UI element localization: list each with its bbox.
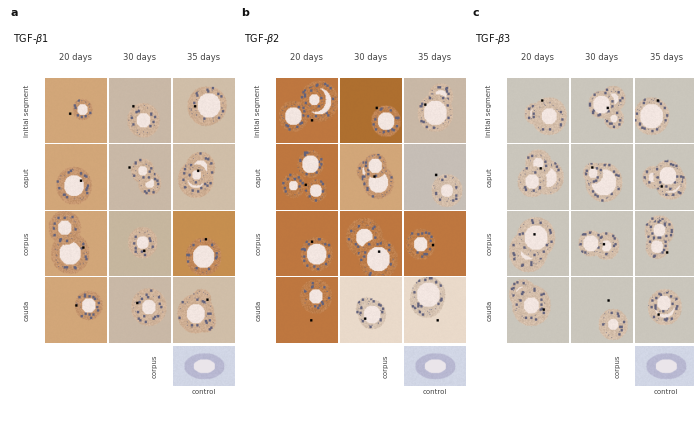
Text: corpus: corpus — [486, 232, 492, 255]
Text: caput: caput — [255, 167, 261, 187]
Text: cauda: cauda — [255, 299, 261, 321]
Text: TGF-$\beta$1: TGF-$\beta$1 — [13, 32, 49, 45]
Text: caput: caput — [24, 167, 30, 187]
Text: a: a — [10, 8, 18, 19]
Text: 30 days: 30 days — [124, 53, 156, 61]
Text: control: control — [192, 389, 216, 395]
Text: initial segment: initial segment — [24, 84, 30, 137]
Text: 35 days: 35 days — [187, 53, 221, 61]
Text: b: b — [242, 8, 249, 19]
Text: corpus: corpus — [383, 354, 389, 378]
Text: TGF-$\beta$2: TGF-$\beta$2 — [244, 32, 280, 45]
Text: control: control — [423, 389, 447, 395]
Text: c: c — [473, 8, 480, 19]
Text: cauda: cauda — [24, 299, 30, 321]
Text: 35 days: 35 days — [650, 53, 683, 61]
Text: corpus: corpus — [255, 232, 261, 255]
Text: 30 days: 30 days — [586, 53, 618, 61]
Text: cauda: cauda — [486, 299, 492, 321]
Text: 35 days: 35 days — [418, 53, 452, 61]
Text: caput: caput — [486, 167, 492, 187]
Text: initial segment: initial segment — [255, 84, 261, 137]
Text: corpus: corpus — [614, 354, 620, 378]
Text: initial segment: initial segment — [486, 84, 492, 137]
Text: 20 days: 20 days — [290, 53, 323, 61]
Text: 20 days: 20 days — [59, 53, 92, 61]
Text: 20 days: 20 days — [521, 53, 555, 61]
Text: corpus: corpus — [24, 232, 30, 255]
Text: 30 days: 30 days — [355, 53, 387, 61]
Text: corpus: corpus — [152, 354, 158, 378]
Text: TGF-$\beta$3: TGF-$\beta$3 — [475, 32, 511, 45]
Text: control: control — [654, 389, 678, 395]
